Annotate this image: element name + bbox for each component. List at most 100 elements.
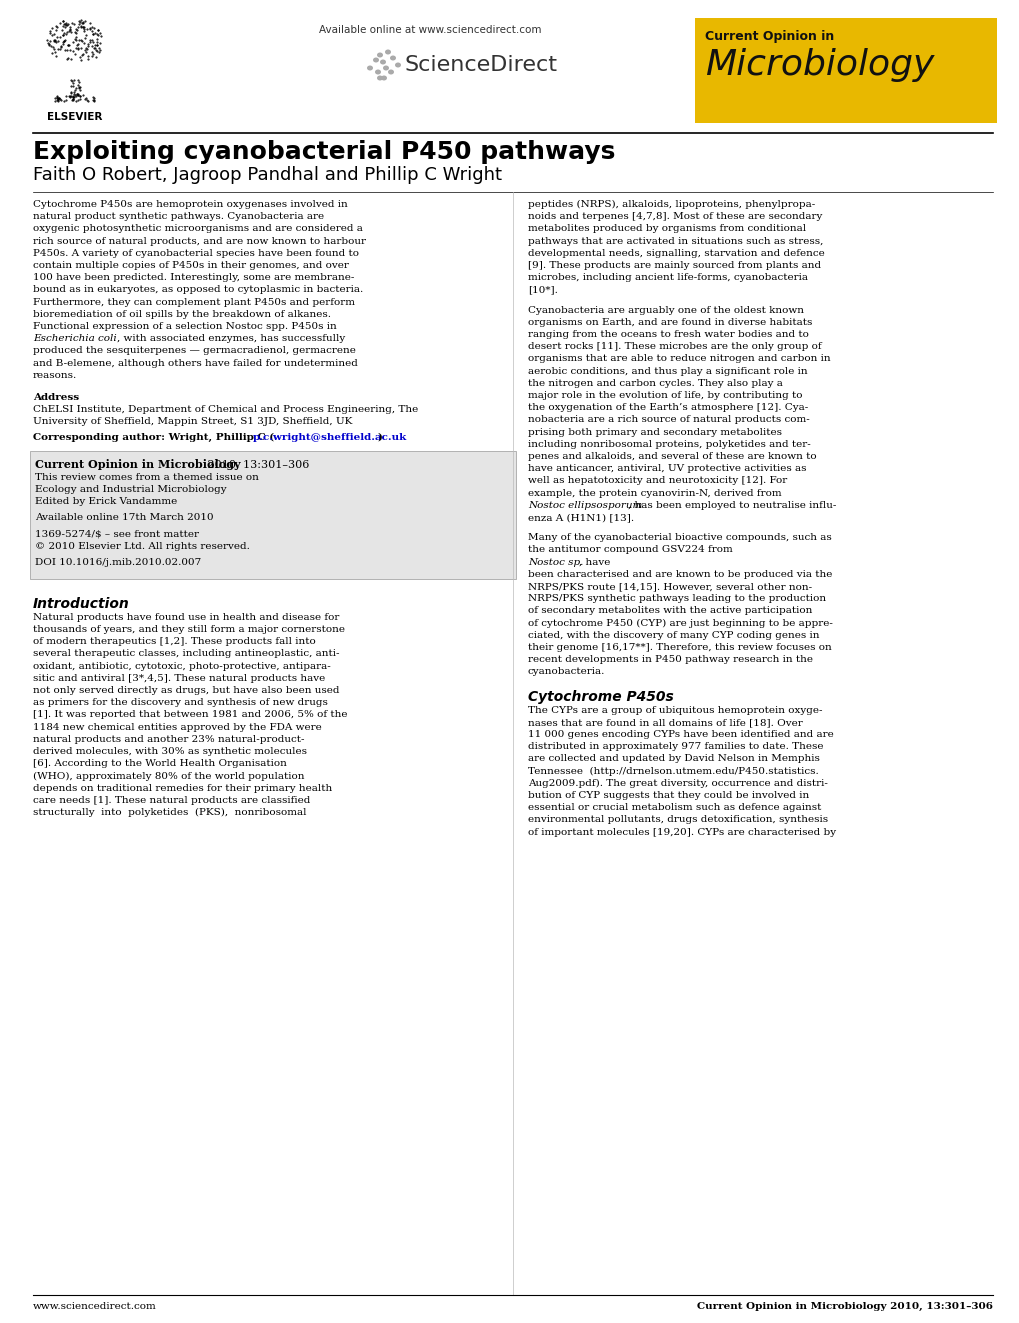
Text: The CYPs are a group of ubiquitous hemoprotein oxyge-: The CYPs are a group of ubiquitous hemop… <box>528 705 821 714</box>
Text: Exploiting cyanobacterial P450 pathways: Exploiting cyanobacterial P450 pathways <box>33 140 614 164</box>
Ellipse shape <box>377 75 382 81</box>
Point <box>65 86 82 107</box>
Text: major role in the evolution of life, by contributing to: major role in the evolution of life, by … <box>528 392 802 400</box>
Point <box>60 48 76 69</box>
Point <box>78 38 95 60</box>
Point <box>69 37 86 58</box>
Point <box>68 90 85 111</box>
Point <box>49 26 65 48</box>
Point <box>79 34 96 56</box>
Text: , has been employed to neutralise influ-: , has been employed to neutralise influ- <box>628 501 836 509</box>
Point <box>72 12 89 33</box>
Point <box>63 48 79 69</box>
Point <box>75 16 92 37</box>
Point <box>47 87 63 108</box>
Text: p.c.wright@sheffield.ac.uk: p.c.wright@sheffield.ac.uk <box>253 433 407 442</box>
Text: and B-elemene, although others have failed for undetermined: and B-elemene, although others have fail… <box>33 359 358 368</box>
Point <box>86 87 102 108</box>
Point <box>68 19 85 40</box>
Text: been characterised and are known to be produced via the: been characterised and are known to be p… <box>528 570 832 578</box>
Point <box>85 42 101 64</box>
Point <box>60 13 76 34</box>
Text: Available online at www.sciencedirect.com: Available online at www.sciencedirect.co… <box>318 25 541 34</box>
Text: natural products and another 23% natural-product-: natural products and another 23% natural… <box>33 734 305 744</box>
Text: organisms that are able to reduce nitrogen and carbon in: organisms that are able to reduce nitrog… <box>528 355 829 364</box>
Text: nases that are found in all domains of life [18]. Over: nases that are found in all domains of l… <box>528 718 802 726</box>
Point <box>76 87 93 108</box>
Point <box>84 45 100 66</box>
Point <box>77 26 94 48</box>
Point <box>65 81 82 102</box>
Point <box>48 20 64 41</box>
Text: well as hepatotoxicity and neurotoxicity [12]. For: well as hepatotoxicity and neurotoxicity… <box>528 476 787 486</box>
Point <box>73 13 90 34</box>
Point <box>58 15 74 36</box>
Point <box>59 34 75 56</box>
Text: Nostoc sp.: Nostoc sp. <box>528 557 583 566</box>
Point <box>75 85 92 106</box>
Point <box>49 17 65 38</box>
Text: penes and alkaloids, and several of these are known to: penes and alkaloids, and several of thes… <box>528 452 816 460</box>
Point <box>61 34 77 56</box>
Text: [6]. According to the World Health Organisation: [6]. According to the World Health Organ… <box>33 759 286 769</box>
Point <box>65 32 82 53</box>
Text: 1369-5274/$ – see front matter: 1369-5274/$ – see front matter <box>35 529 199 538</box>
Bar <box>30 451 516 578</box>
Point <box>89 34 105 56</box>
Point <box>62 16 78 37</box>
Text: microbes, including ancient life-forms, cyanobacteria: microbes, including ancient life-forms, … <box>528 274 807 282</box>
Point <box>90 20 106 41</box>
Point <box>87 37 103 58</box>
Point <box>89 30 105 52</box>
Point <box>63 82 79 103</box>
Point <box>74 44 91 65</box>
Text: Cytochrome P450s are hemoprotein oxygenases involved in: Cytochrome P450s are hemoprotein oxygena… <box>33 200 347 209</box>
Text: Address: Address <box>33 393 79 402</box>
Point <box>47 90 63 111</box>
Point <box>74 11 91 32</box>
Point <box>85 24 101 45</box>
Text: oxygenic photosynthetic microorganisms and are considered a: oxygenic photosynthetic microorganisms a… <box>33 225 363 233</box>
Point <box>67 44 84 65</box>
Text: (WHO), approximately 80% of the world population: (WHO), approximately 80% of the world po… <box>33 771 305 781</box>
Text: developmental needs, signalling, starvation and defence: developmental needs, signalling, starvat… <box>528 249 824 258</box>
Point <box>78 89 95 110</box>
Point <box>55 16 71 37</box>
Point <box>64 73 81 94</box>
Text: several therapeutic classes, including antineoplastic, anti-: several therapeutic classes, including a… <box>33 650 339 659</box>
Point <box>53 89 69 110</box>
Point <box>55 24 71 45</box>
Text: the nitrogen and carbon cycles. They also play a: the nitrogen and carbon cycles. They als… <box>528 378 783 388</box>
Point <box>53 36 69 57</box>
Point <box>62 85 78 106</box>
Point <box>74 30 91 52</box>
Text: Ecology and Industrial Microbiology: Ecology and Industrial Microbiology <box>35 486 226 493</box>
Point <box>65 83 82 105</box>
Point <box>79 45 96 66</box>
Point <box>72 38 89 60</box>
Ellipse shape <box>382 66 388 70</box>
Point <box>88 46 104 67</box>
Point <box>39 30 55 52</box>
Point <box>41 34 57 56</box>
Point <box>63 70 79 91</box>
Text: Available online 17th March 2010: Available online 17th March 2010 <box>35 513 213 523</box>
Point <box>67 85 84 106</box>
Point <box>75 19 92 40</box>
Point <box>55 33 71 54</box>
Point <box>43 36 59 57</box>
Point <box>62 40 78 61</box>
Point <box>66 28 83 49</box>
Text: sitic and antiviral [3*,4,5]. These natural products have: sitic and antiviral [3*,4,5]. These natu… <box>33 673 325 683</box>
Point <box>44 24 60 45</box>
Point <box>42 22 58 44</box>
Text: pathways that are activated in situations such as stress,: pathways that are activated in situation… <box>528 237 822 246</box>
Point <box>44 17 60 38</box>
Point <box>86 87 102 108</box>
Text: University of Sheffield, Mappin Street, S1 3JD, Sheffield, UK: University of Sheffield, Mappin Street, … <box>33 417 352 426</box>
Text: Current Opinion in Microbiology 2010, 13:301–306: Current Opinion in Microbiology 2010, 13… <box>696 1302 993 1311</box>
Point <box>47 41 63 62</box>
Text: structurally  into  polyketides  (PKS),  nonribosomal: structurally into polyketides (PKS), non… <box>33 808 306 818</box>
Point <box>69 83 86 105</box>
Text: Natural products have found use in health and disease for: Natural products have found use in healt… <box>33 613 339 622</box>
